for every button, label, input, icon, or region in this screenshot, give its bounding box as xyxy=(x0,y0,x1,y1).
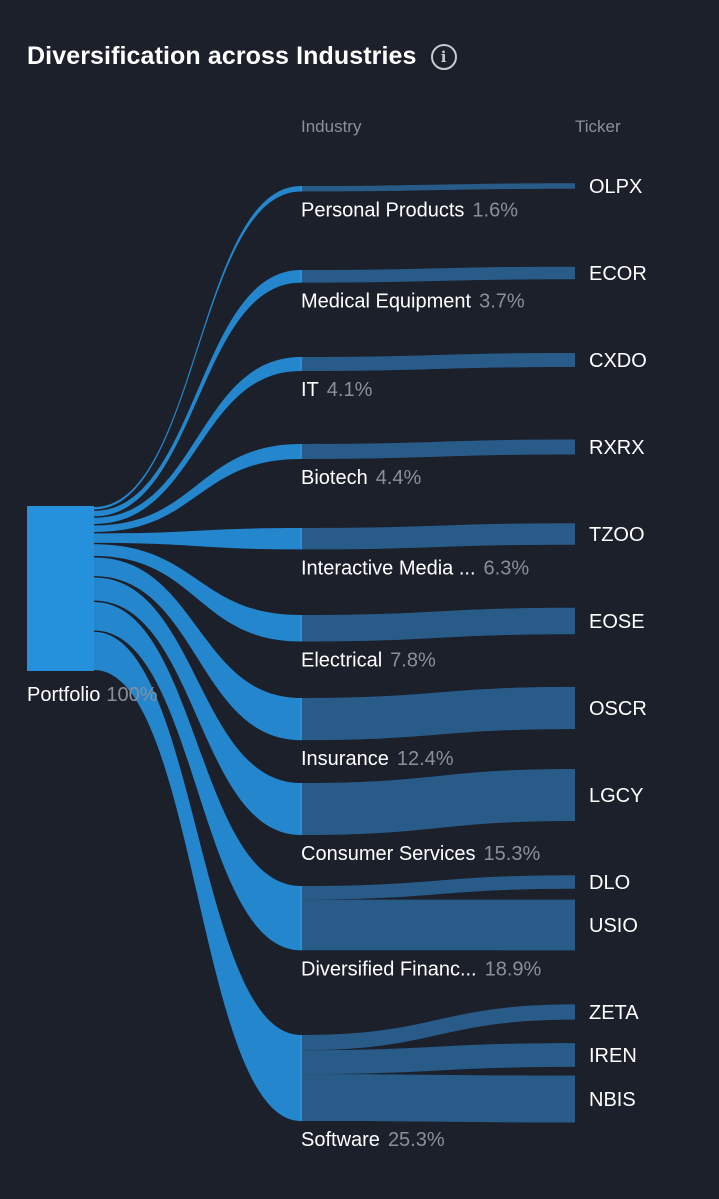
ticker-label-nbis[interactable]: NBIS xyxy=(589,1089,636,1111)
ticker-label-usio[interactable]: USIO xyxy=(589,915,638,937)
flow-to-rxrx xyxy=(301,439,575,459)
ticker-label-lgcy[interactable]: LGCY xyxy=(589,785,643,807)
flow-to-usio xyxy=(301,899,575,951)
ticker-label-zeta[interactable]: ZETA xyxy=(589,1002,639,1024)
industry-percent: 4.4% xyxy=(376,467,422,489)
industry-node xyxy=(300,186,302,192)
flow-portfolio-to-insurance xyxy=(94,557,301,741)
industry-percent: 1.6% xyxy=(472,199,518,221)
flow-portfolio-to-medical-equipment xyxy=(94,270,301,517)
industry-node xyxy=(300,615,302,642)
portfolio-label: Portfolio 100% xyxy=(27,684,158,706)
ticker-label-eose[interactable]: EOSE xyxy=(589,611,645,633)
industry-label[interactable]: Diversified Financ... 18.9% xyxy=(301,958,542,980)
industry-percent: 25.3% xyxy=(388,1129,445,1151)
industry-name: Diversified Financ... xyxy=(301,958,477,980)
industry-percent: 18.9% xyxy=(485,958,542,980)
industry-percent: 15.3% xyxy=(484,843,541,865)
industry-name: Consumer Services xyxy=(301,843,476,865)
ticker-label-ecor[interactable]: ECOR xyxy=(589,263,647,285)
flow-portfolio-to-electrical xyxy=(94,544,301,642)
flow-to-oscr xyxy=(301,686,575,741)
flow-to-ecor xyxy=(301,266,575,283)
ticker-label-iren[interactable]: IREN xyxy=(589,1045,637,1067)
industry-label[interactable]: Biotech 4.4% xyxy=(301,467,422,489)
industry-name: Interactive Media ... xyxy=(301,557,476,579)
industry-label[interactable]: Interactive Media ... 6.3% xyxy=(301,557,529,579)
industry-name: Biotech xyxy=(301,467,368,489)
industry-node xyxy=(300,783,302,836)
industry-label[interactable]: Medical Equipment 3.7% xyxy=(301,291,525,313)
industry-label[interactable]: Insurance 12.4% xyxy=(301,748,454,770)
flow-portfolio-to-consumer-services xyxy=(94,577,301,836)
industry-name: Personal Products xyxy=(301,199,464,221)
flow-portfolio-to-personal-products xyxy=(94,186,301,510)
ticker-label-rxrx[interactable]: RXRX xyxy=(589,437,645,459)
industry-percent: 3.7% xyxy=(479,291,525,313)
industry-node xyxy=(300,528,302,550)
ticker-column-header: Ticker xyxy=(575,117,621,136)
industry-percent: 6.3% xyxy=(484,557,530,579)
industry-node xyxy=(300,886,302,951)
portfolio-name: Portfolio xyxy=(27,684,100,706)
industry-name: Medical Equipment xyxy=(301,291,472,313)
industry-percent: 4.1% xyxy=(327,379,373,401)
info-icon[interactable]: i xyxy=(430,43,457,70)
flow-portfolio-to-diversified-financ xyxy=(94,601,301,951)
flow-to-dlo xyxy=(301,875,575,900)
industry-label[interactable]: IT 4.1% xyxy=(301,379,373,401)
industry-percent: 12.4% xyxy=(397,748,454,770)
portfolio-percent: 100% xyxy=(106,684,157,706)
industry-node xyxy=(300,270,302,283)
flow-portfolio-to-biotech xyxy=(94,444,301,532)
ticker-label-cxdo[interactable]: CXDO xyxy=(589,350,647,372)
flow-to-lgcy xyxy=(301,768,575,836)
ticker-label-tzoo[interactable]: TZOO xyxy=(589,524,645,546)
chart-header: Diversification across Industries i xyxy=(27,42,457,71)
industry-label[interactable]: Electrical 7.8% xyxy=(301,650,436,672)
flow-to-olpx xyxy=(301,183,575,192)
industry-name: Insurance xyxy=(301,748,389,770)
industry-label[interactable]: Consumer Services 15.3% xyxy=(301,843,540,865)
flow-to-tzoo xyxy=(301,523,575,550)
ticker-label-dlo[interactable]: DLO xyxy=(589,872,630,894)
industry-name: IT xyxy=(301,379,319,401)
flow-portfolio-to-it xyxy=(94,357,301,524)
industry-percent: 7.8% xyxy=(390,650,436,672)
flow-to-nbis xyxy=(301,1074,575,1123)
flow-portfolio-to-interactive-media xyxy=(94,528,301,550)
ticker-label-olpx[interactable]: OLPX xyxy=(589,176,642,198)
portfolio-node[interactable] xyxy=(27,506,94,671)
flow-to-cxdo xyxy=(301,353,575,371)
industry-label[interactable]: Software 25.3% xyxy=(301,1129,445,1151)
flow-to-zeta xyxy=(301,1004,575,1051)
industry-column-header: Industry xyxy=(301,117,362,136)
chart-title: Diversification across Industries xyxy=(27,42,417,70)
flow-portfolio-to-software xyxy=(94,631,301,1122)
industry-name: Electrical xyxy=(301,650,382,672)
industry-label[interactable]: Personal Products 1.6% xyxy=(301,199,518,221)
flow-to-iren xyxy=(301,1043,575,1075)
industry-node xyxy=(300,444,302,459)
industry-name: Software xyxy=(301,1129,380,1151)
industry-node xyxy=(300,357,302,371)
industry-node xyxy=(300,698,302,741)
ticker-label-oscr[interactable]: OSCR xyxy=(589,698,647,720)
industry-node xyxy=(300,1035,302,1122)
flow-to-eose xyxy=(301,607,575,642)
